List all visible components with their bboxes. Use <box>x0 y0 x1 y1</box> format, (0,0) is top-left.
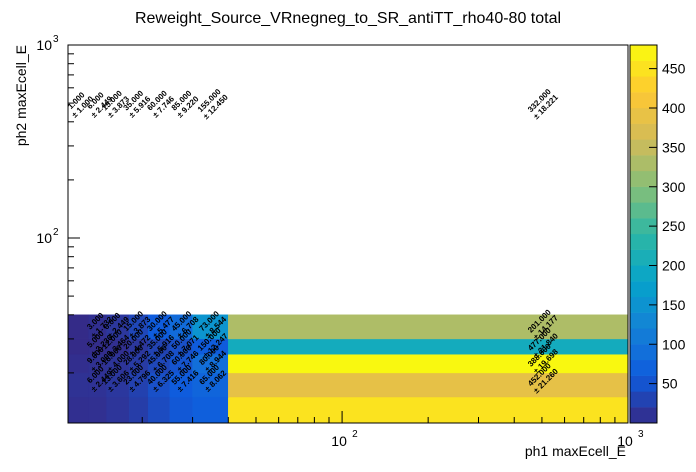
y-tick-label-base: 10 <box>36 37 52 53</box>
x-tick-label-exponent: 3 <box>638 429 644 440</box>
colorbar-band <box>629 76 658 93</box>
colorbar-band <box>629 233 658 250</box>
x-tick-label-base: 10 <box>617 433 633 449</box>
colorbar-band <box>629 44 658 61</box>
colorbar-tick-label: 250 <box>662 218 686 234</box>
y-tick-label-base: 10 <box>36 230 52 246</box>
plot-frame <box>67 44 629 424</box>
colorbar-tick-label: 450 <box>662 61 686 77</box>
colorbar-band <box>629 202 658 219</box>
colorbar-band <box>629 312 658 329</box>
heatmap-cell <box>228 338 629 355</box>
x-tick-label-base: 10 <box>331 433 347 449</box>
y-tick-label-exponent: 3 <box>53 34 59 45</box>
heatmap-cell <box>228 353 629 374</box>
heatmap-cell <box>67 396 89 424</box>
colorbar-tick-label: 100 <box>662 336 686 352</box>
heatmap-cell <box>169 396 193 424</box>
x-axis-title: ph1 maxEcell_E <box>525 443 626 459</box>
cell-annotation: 155.000± 12.450 <box>196 87 230 121</box>
x-tick-label-exponent: 2 <box>352 429 358 440</box>
colorbar-tick-label: 50 <box>662 376 678 392</box>
heatmap-cell <box>192 314 229 340</box>
colorbar-tick-label: 300 <box>662 179 686 195</box>
heatmap-cell <box>148 396 171 424</box>
colorbar-band <box>629 328 658 345</box>
heatmap-cell <box>228 372 629 398</box>
heatmap-cell <box>128 396 149 424</box>
heatmap-cell <box>67 353 89 374</box>
chart-title: Reweight_Source_VRnegneg_to_SR_antiTT_rh… <box>135 10 561 27</box>
heatmap-cell <box>192 396 229 424</box>
color-scale: 50 100 150 200 250 300 350 400 450 <box>629 44 686 424</box>
colorbar-frame <box>629 44 658 424</box>
colorbar-band <box>629 249 658 266</box>
colorbar-band <box>629 92 658 109</box>
colorbar-band <box>629 186 658 203</box>
heatmap-cell <box>106 396 130 424</box>
heatmap-cell <box>67 338 89 355</box>
colorbar-band <box>629 123 658 140</box>
x-axis-ticks: 10 2 10 3 <box>141 411 644 449</box>
colorbar-band <box>629 107 658 124</box>
colorbar-band <box>629 359 658 376</box>
colorbar-band <box>629 155 658 172</box>
colorbar-band <box>629 265 658 282</box>
heatmap-cell <box>67 372 89 398</box>
colorbar-tick-label: 200 <box>662 258 686 274</box>
colorbar-band <box>629 344 658 361</box>
y-axis-title: ph2 maxEcell_E <box>13 45 29 146</box>
heatmap-cells <box>67 314 629 424</box>
colorbar-tick-label: 150 <box>662 297 686 313</box>
heatmap-cell <box>88 396 107 424</box>
y-tick-label-exponent: 2 <box>53 227 59 238</box>
cell-annotation: 85.000± 9.220 <box>170 88 201 119</box>
cell-annotation: 332.000± 18.221 <box>526 87 560 121</box>
colorbar-tick-label: 350 <box>662 139 686 155</box>
colorbar-band <box>629 391 658 408</box>
colorbar-band <box>629 407 658 424</box>
colorbar-band <box>629 170 658 187</box>
heatmap-cell <box>192 372 229 398</box>
heatmap-cell <box>228 314 629 340</box>
colorbar-tick-label: 400 <box>662 100 686 116</box>
colorbar-band <box>629 281 658 298</box>
